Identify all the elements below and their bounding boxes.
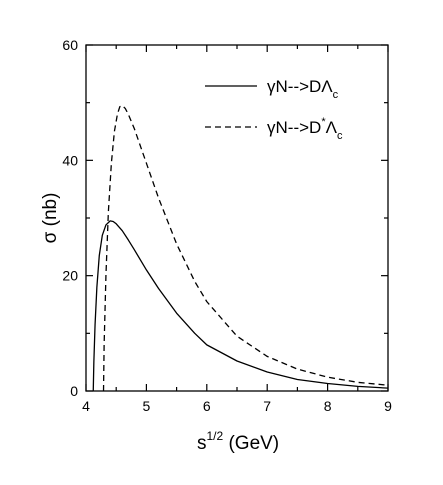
series-line-dstarlambdac: [102, 104, 389, 392]
x-axis-title-superscript: 1/2: [207, 429, 224, 443]
legend-label-dlambdac: γN-->DΛc: [267, 77, 339, 101]
x-tick-label: 6: [203, 398, 211, 414]
tick-labels: 4 5 6 7 8 9 0 20 40 60: [62, 37, 392, 414]
x-tick-label: 5: [143, 398, 151, 414]
axis-ticks: [85, 44, 389, 392]
legend-label-dstarlambdac-sub: c: [337, 130, 343, 142]
y-tick-label: 20: [62, 268, 78, 284]
y-axis-title: σ (nb): [40, 193, 61, 244]
x-axis-title-rest: (GeV): [223, 433, 279, 454]
y-tick-label: 60: [62, 37, 78, 53]
plot-frame: [85, 44, 389, 392]
x-axis-title: s1/2 (GeV): [197, 429, 279, 454]
legend: γN-->DΛc γN-->D*Λc: [205, 77, 343, 142]
x-tick-label: 4: [82, 398, 90, 414]
legend-label-dstarlambdac-main2: Λ: [326, 118, 338, 137]
y-tick-label: 40: [62, 152, 78, 168]
legend-label-dstarlambdac-sup: *: [321, 116, 326, 128]
series-layer: [92, 104, 389, 392]
y-tick-label: 0: [70, 383, 78, 399]
x-tick-label: 8: [324, 398, 332, 414]
legend-label-dlambdac-sub: c: [333, 89, 339, 101]
legend-label-dlambdac-main: γN-->DΛ: [267, 77, 333, 96]
x-tick-label: 7: [263, 398, 271, 414]
series-line-dlambdac: [92, 220, 389, 392]
x-tick-label: 9: [384, 398, 392, 414]
legend-label-dstarlambdac: γN-->D*Λc: [267, 116, 343, 142]
x-axis-title-base: s: [197, 433, 207, 454]
legend-label-dstarlambdac-main: γN-->D: [267, 118, 321, 137]
